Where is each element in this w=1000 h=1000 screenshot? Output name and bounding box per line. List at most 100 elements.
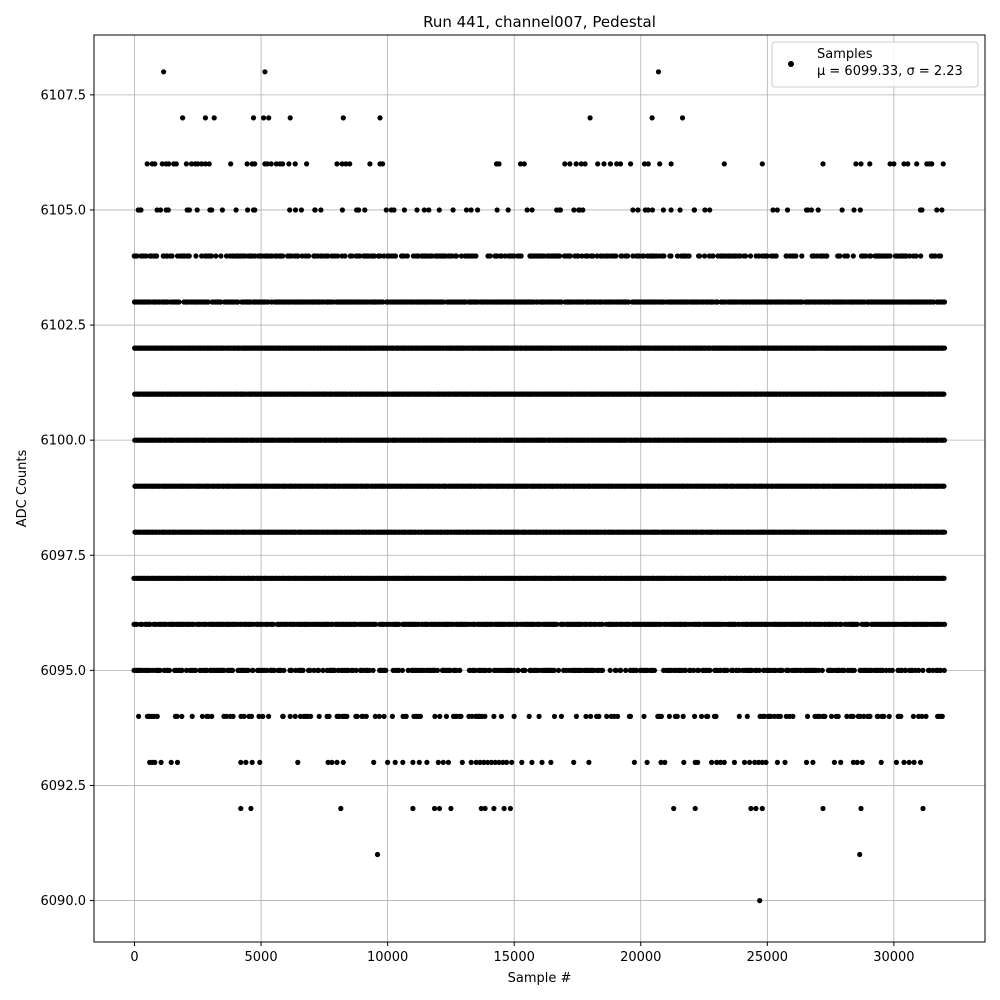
sample-point [851, 207, 857, 213]
sample-point [357, 253, 363, 259]
sample-point [166, 161, 172, 167]
sample-point [759, 161, 765, 167]
sample-point [183, 161, 189, 167]
sample-point [891, 161, 897, 167]
sample-point [714, 299, 721, 305]
sample-point [252, 161, 258, 167]
sample-point [607, 161, 614, 167]
sample-point [677, 207, 683, 213]
sample-point [887, 161, 893, 167]
sample-point [613, 253, 619, 259]
sample-point [601, 161, 607, 167]
sample-point [202, 161, 208, 167]
sample-point [579, 253, 585, 259]
sample-point [264, 161, 270, 167]
sample-point [617, 161, 624, 167]
sample-point [252, 207, 258, 213]
sample-point [919, 207, 925, 213]
sample-point [668, 161, 674, 167]
sample-point [697, 253, 703, 259]
sample-point [426, 207, 432, 213]
sample-point [573, 161, 579, 167]
sample-point [494, 207, 500, 213]
sample-point [649, 115, 655, 121]
sample-point [377, 115, 383, 121]
sample-point [502, 253, 508, 259]
sample-point [887, 253, 893, 259]
sample-point [356, 207, 362, 213]
sample-point [280, 253, 286, 259]
sample-point [244, 161, 250, 167]
sample-point [630, 253, 636, 259]
sample-point [286, 161, 292, 167]
sample-point [674, 253, 681, 259]
sample-point [143, 253, 149, 259]
sample-point [824, 253, 830, 259]
sample-point [262, 69, 268, 75]
sample-point [383, 207, 389, 213]
sample-point [218, 299, 224, 305]
sample-point [306, 253, 312, 259]
sample-point [595, 161, 601, 167]
sample-point [347, 161, 353, 167]
sample-point [195, 161, 201, 167]
sample-point [914, 161, 920, 167]
sample-point [557, 253, 563, 259]
sample-point [567, 253, 573, 259]
sample-point [913, 253, 919, 259]
sample-point [202, 115, 208, 121]
sample-point [562, 161, 568, 167]
sample-point [529, 207, 535, 213]
sample-point [850, 253, 856, 259]
sample-point [661, 253, 667, 259]
sample-point [468, 207, 474, 213]
sample-point [793, 253, 799, 259]
sample-point [199, 161, 205, 167]
sample-point [475, 207, 481, 213]
sample-point [702, 207, 708, 213]
sample-point [867, 161, 873, 167]
sample-point [159, 161, 165, 167]
sample-point [521, 161, 527, 167]
sample-point [380, 299, 386, 305]
sample-point [590, 253, 596, 259]
sample-point [511, 253, 517, 259]
sample-point [710, 253, 716, 259]
sample-point [580, 207, 586, 213]
sample-point [655, 69, 662, 75]
sample-point [273, 161, 279, 167]
sample-point [641, 253, 647, 259]
sample-point [453, 253, 460, 259]
sample-point [645, 207, 651, 213]
sample-point [144, 161, 150, 167]
sample-point [625, 253, 631, 259]
sample-point [473, 253, 479, 259]
sample-point [641, 161, 648, 167]
sample-point [312, 207, 318, 213]
sample-point [193, 253, 199, 259]
sample-point [905, 161, 911, 167]
sample-point [292, 207, 299, 213]
sample-point [941, 437, 948, 443]
sample-point [450, 207, 456, 213]
sample-point [280, 161, 286, 167]
sample-point [770, 207, 776, 213]
sample-point [235, 299, 241, 305]
sample-point [764, 253, 771, 259]
sample-point [134, 253, 140, 259]
sample-point [380, 161, 386, 167]
sample-point [342, 253, 348, 259]
sample-point [619, 253, 625, 259]
sample-point [213, 253, 219, 259]
sample-point [737, 253, 743, 259]
sample-point [635, 207, 641, 213]
sample-point [941, 345, 948, 351]
sample-point [839, 207, 845, 213]
sample-point [614, 161, 620, 167]
sample-point [206, 161, 212, 167]
sample-point [463, 207, 470, 213]
sample-point [401, 207, 407, 213]
sample-point [901, 161, 907, 167]
sample-point [487, 253, 493, 259]
